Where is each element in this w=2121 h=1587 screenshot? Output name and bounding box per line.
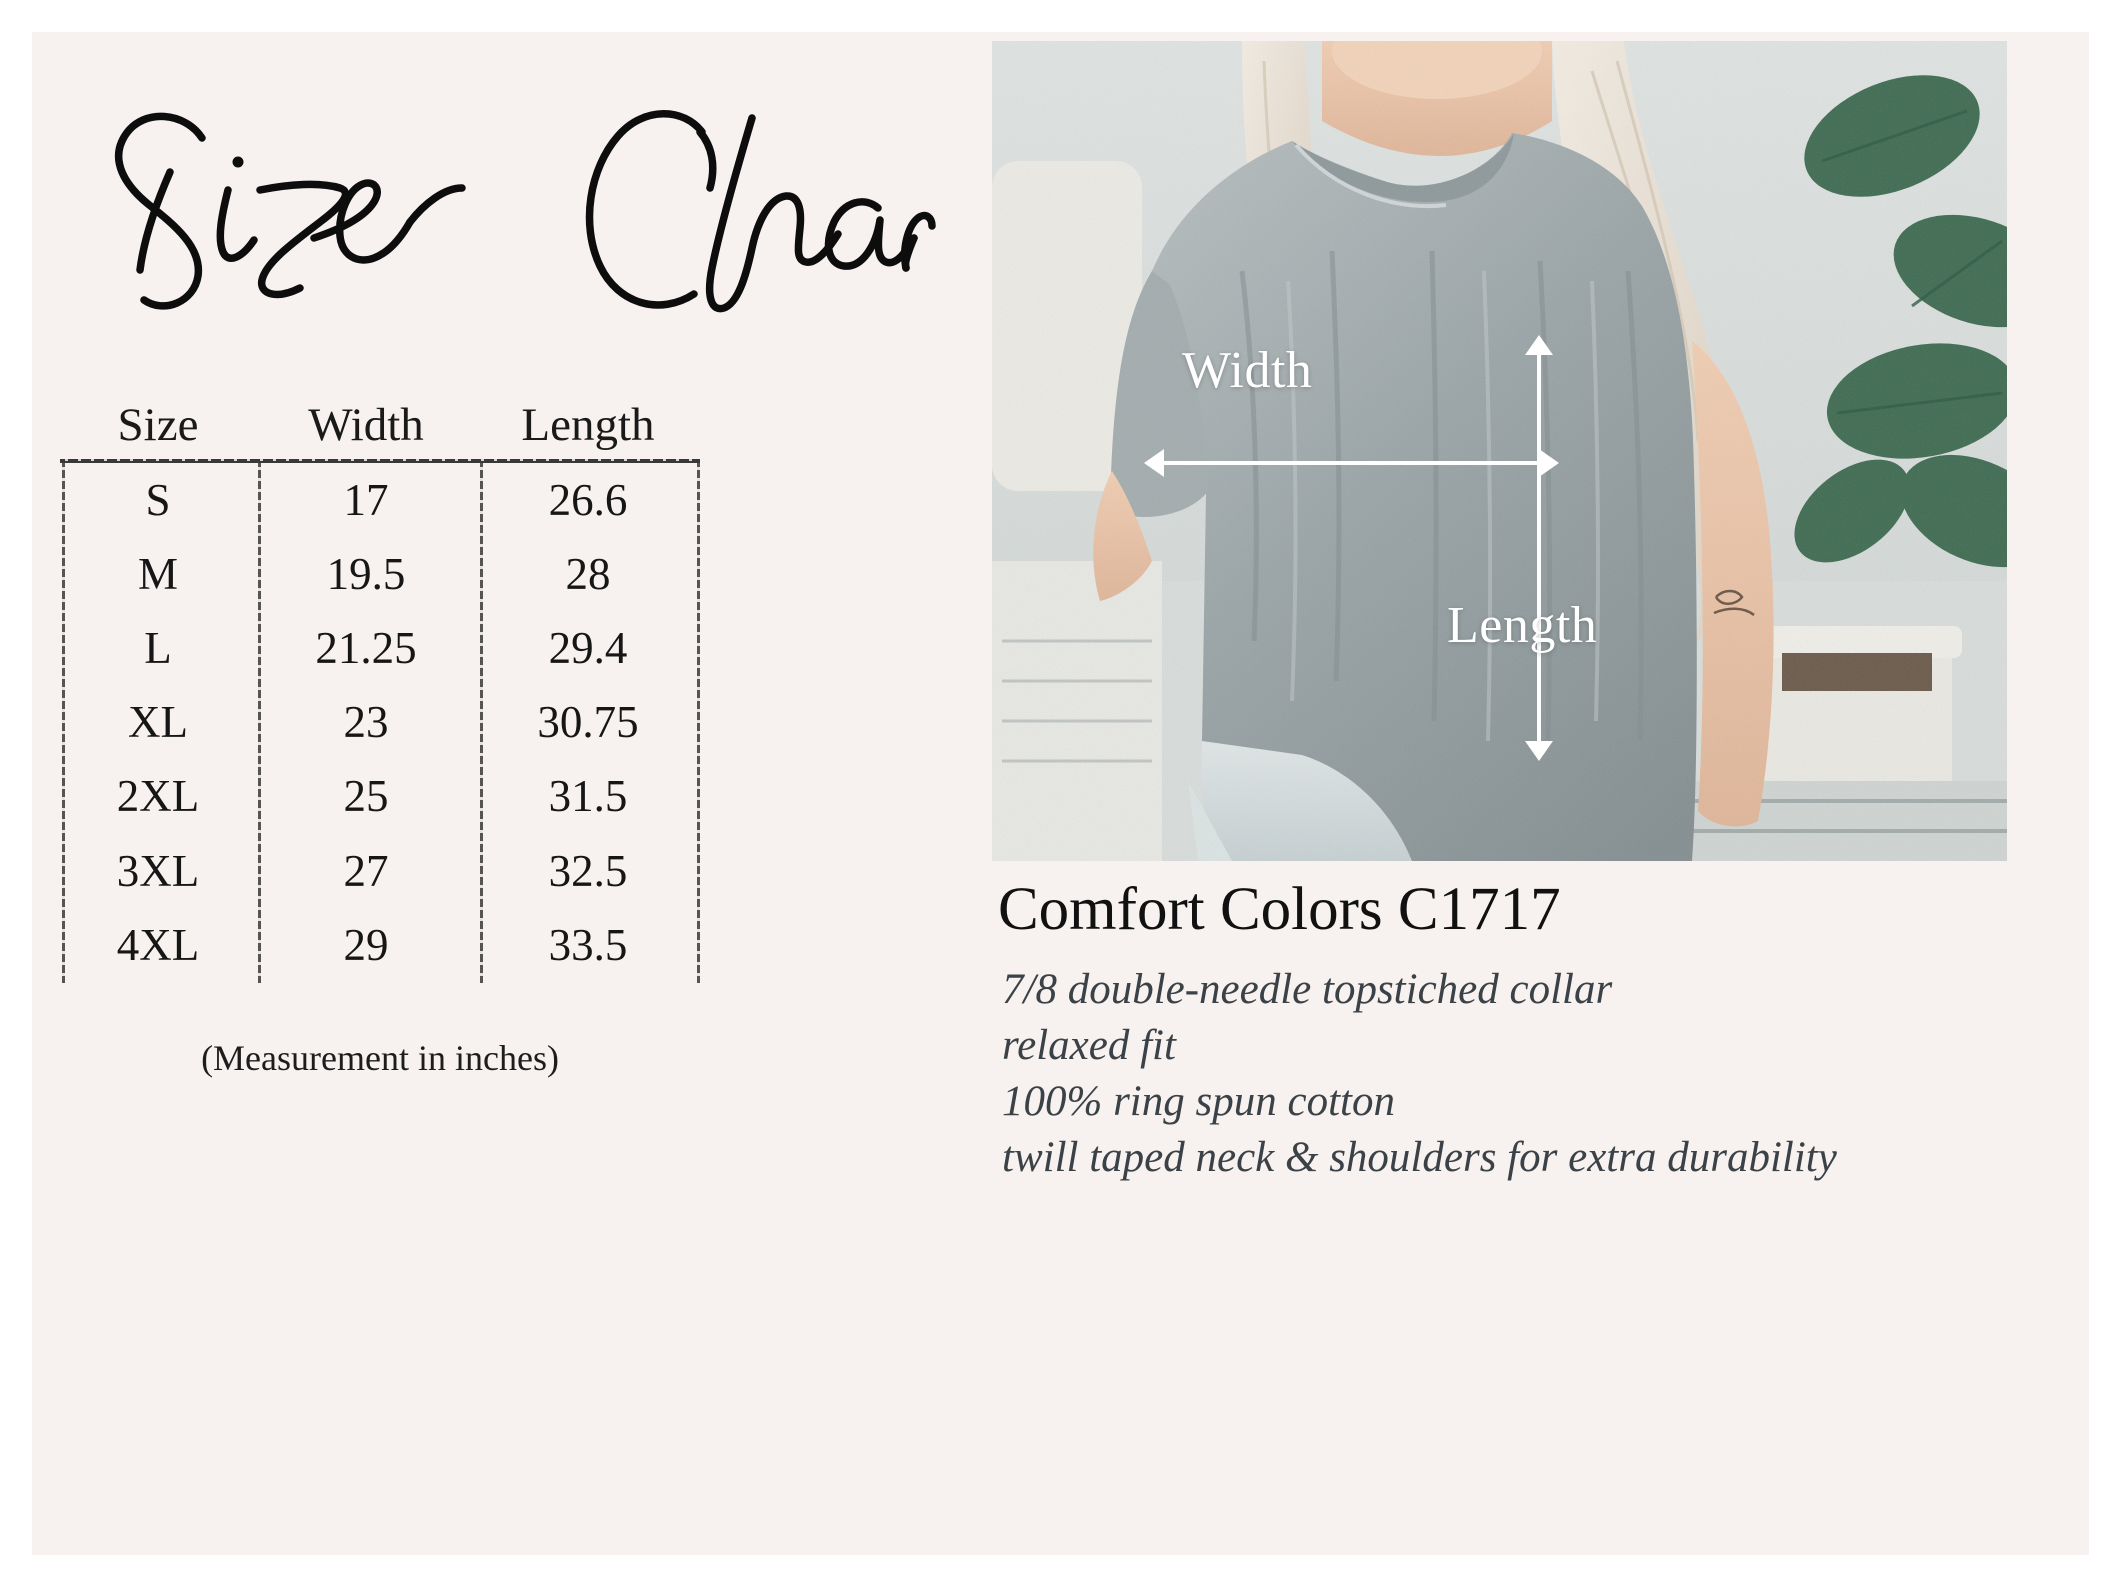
table-row: M 19.5 28 [60, 537, 700, 611]
cell-width: 21.25 [315, 622, 417, 673]
product-title: Comfort Colors C1717 [998, 876, 1561, 943]
product-feature: relaxed fit [1002, 1021, 1176, 1069]
table-row: 3XL 27 32.5 [60, 834, 700, 908]
product-feature: 100% ring spun cotton [1002, 1077, 1395, 1125]
product-feature: twill taped neck & shoulders for extra d… [1002, 1133, 1837, 1181]
cell-size: 2XL [116, 771, 200, 822]
cell-width: 25 [343, 771, 389, 822]
cell-length: 33.5 [548, 919, 628, 970]
cell-width: 29 [343, 919, 389, 970]
cell-size: M [137, 548, 178, 599]
product-feature: 7/8 double-needle topstiched collar [1002, 966, 1613, 1013]
table-vertical-rule-right [696, 463, 701, 983]
column-header-length: Length [521, 399, 655, 451]
cell-length: 31.5 [548, 771, 628, 822]
table-vertical-rule-size-width [257, 463, 262, 983]
page-title: Size Chart [52, 62, 962, 322]
table-row: L 21.25 29.4 [60, 611, 700, 685]
width-arrow-left-head [1144, 449, 1164, 477]
length-arrow-line [1537, 351, 1541, 751]
table-header-row: Size Width Length [60, 377, 700, 455]
cell-size: 3XL [116, 845, 200, 896]
length-arrow-up-head [1525, 335, 1553, 355]
product-features: 7/8 double-needle topstiched collar rela… [1002, 962, 2082, 1186]
cell-length: 26.6 [548, 474, 628, 525]
table-row: XL 23 30.75 [60, 686, 700, 760]
cell-size: XL [128, 697, 188, 748]
cell-width: 17 [343, 474, 389, 525]
cell-width: 19.5 [326, 548, 406, 599]
chart-card: Size Chart [32, 32, 2089, 1555]
cell-size: L [144, 622, 172, 673]
header-divider [60, 458, 700, 463]
cell-width: 27 [343, 845, 389, 896]
right-panel: Width Length Comfort Colors C1717 7/8 do… [992, 32, 2089, 1555]
cell-size: 4XL [116, 919, 200, 970]
cell-length: 30.75 [537, 697, 639, 748]
cell-length: 29.4 [548, 622, 628, 673]
column-header-width: Width [308, 399, 424, 451]
width-arrow-line [1160, 461, 1542, 465]
cell-width: 23 [343, 697, 389, 748]
table-row: 4XL 29 33.5 [60, 908, 700, 982]
width-arrow-right-head [1539, 449, 1559, 477]
width-annotation-label: Width [1182, 342, 1313, 399]
cell-size: S [145, 474, 171, 525]
table-row: S 17 26.6 [60, 463, 700, 537]
table-body: S 17 26.6 M 19.5 28 L 21.25 29.4 [60, 463, 701, 983]
table-vertical-rule-width-length [479, 463, 484, 983]
length-annotation-label: Length [1447, 597, 1598, 654]
length-arrow-down-head [1525, 741, 1553, 761]
cell-length: 28 [565, 548, 611, 599]
column-header-size: Size [117, 399, 199, 451]
size-table: Size Width Length S 17 26.6 [60, 377, 701, 997]
product-photo: Width Length [992, 41, 2007, 861]
cell-length: 32.5 [548, 845, 628, 896]
table-row: 2XL 25 31.5 [60, 760, 700, 834]
left-panel: Size Chart [32, 32, 992, 1555]
table-vertical-rule-left [61, 463, 66, 983]
measurement-note: (Measurement in inches) [201, 1038, 559, 1078]
